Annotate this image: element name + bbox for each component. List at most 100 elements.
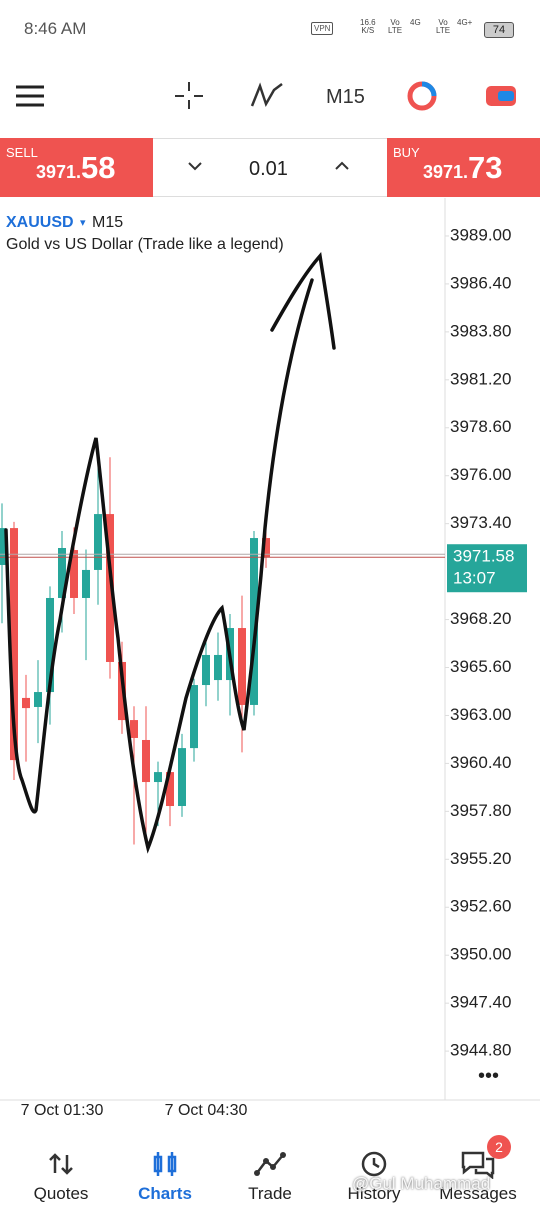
sell-price: 3971.58 bbox=[36, 150, 116, 186]
nav-label: Charts bbox=[138, 1184, 192, 1203]
volume-value[interactable]: 0.01 bbox=[249, 158, 288, 180]
net-speed-value: 16.6 bbox=[360, 18, 376, 27]
y-tick-label: 3976.00 bbox=[450, 465, 511, 484]
y-tick-label: 3989.00 bbox=[450, 225, 511, 244]
y-tick-label: 3947.40 bbox=[450, 993, 511, 1012]
nav-label: Trade bbox=[248, 1184, 292, 1203]
buy-label: BUY bbox=[393, 145, 420, 160]
buy-price-big: 73 bbox=[468, 150, 503, 185]
candle-body bbox=[82, 569, 90, 598]
candle-body bbox=[166, 772, 174, 807]
net-speed: 16.6 K/S bbox=[360, 19, 376, 35]
sell-price-main: 3971. bbox=[36, 162, 82, 182]
y-tick-label: 3968.20 bbox=[450, 609, 511, 628]
menu-button[interactable] bbox=[16, 85, 44, 107]
nav-history[interactable]: History bbox=[320, 1125, 428, 1218]
candle-body bbox=[154, 772, 162, 783]
nav-quotes[interactable]: Quotes bbox=[7, 1125, 115, 1218]
battery: 74 bbox=[484, 22, 514, 38]
candle-body bbox=[202, 654, 210, 686]
y-tick-label: 3986.40 bbox=[450, 273, 511, 292]
candle-body bbox=[238, 628, 246, 705]
x-tick-label: 7 Oct 01:30 bbox=[21, 1102, 104, 1119]
signal-3: Vo LTE bbox=[436, 19, 450, 35]
chart-timeframe: M15 bbox=[92, 214, 123, 231]
candle-body bbox=[130, 720, 138, 738]
volume-control: 0.01 bbox=[153, 138, 387, 197]
nav-label: Quotes bbox=[33, 1184, 89, 1203]
chart-subtitle: Gold vs US Dollar (Trade like a legend) bbox=[6, 236, 284, 253]
y-tick-label: 3957.80 bbox=[450, 801, 511, 820]
x-tick-label: 7 Oct 04:30 bbox=[165, 1102, 248, 1119]
signal-label: Vo bbox=[390, 18, 400, 27]
toolbar-icons bbox=[16, 81, 516, 111]
sell-button[interactable]: SELL 3971.58 bbox=[0, 138, 153, 197]
signal-label: LTE bbox=[436, 26, 451, 35]
symbol[interactable]: XAUUSD bbox=[6, 214, 74, 231]
net-speed-unit: K/S bbox=[361, 26, 375, 35]
hand-drawing-arrow bbox=[270, 252, 336, 350]
vpn-icon: VPN bbox=[311, 22, 334, 35]
candle-body bbox=[58, 548, 66, 598]
volume-up[interactable] bbox=[334, 161, 350, 171]
timeframe-button[interactable]: M15 bbox=[326, 86, 365, 108]
nav-icon bbox=[153, 1152, 177, 1176]
y-tick-label: 3944.80 bbox=[450, 1041, 511, 1060]
signal-label: LTE bbox=[388, 26, 403, 35]
indicators-button[interactable] bbox=[250, 82, 283, 108]
symbol-dropdown[interactable]: ▾ bbox=[80, 217, 86, 229]
buy-price-main: 3971. bbox=[423, 162, 469, 182]
current-price: 3971.58 bbox=[453, 547, 514, 566]
sell-price-big: 58 bbox=[81, 150, 116, 185]
signal-4: 4G+ bbox=[457, 18, 473, 27]
watermark: @Gul Muhammad bbox=[352, 1174, 491, 1193]
chart-type-button[interactable] bbox=[407, 81, 437, 111]
countdown: 13:07 bbox=[453, 569, 496, 588]
y-tick-label: 3950.00 bbox=[450, 945, 511, 964]
crosshair-button[interactable] bbox=[175, 82, 203, 109]
candle-body bbox=[262, 538, 270, 558]
candle-body bbox=[190, 685, 198, 749]
clock: 8:46 AM bbox=[24, 19, 87, 38]
nav-icon bbox=[49, 1153, 73, 1175]
candle-body bbox=[10, 528, 18, 761]
candle-body bbox=[70, 550, 78, 598]
hand-drawing bbox=[4, 278, 314, 854]
candle-body bbox=[94, 514, 102, 570]
buy-button[interactable]: BUY 3971.73 bbox=[387, 138, 540, 197]
candle-body bbox=[34, 692, 42, 707]
candle-body bbox=[22, 697, 30, 709]
y-tick-label: 3960.40 bbox=[450, 753, 511, 772]
y-tick-label: 3981.20 bbox=[450, 369, 511, 388]
signal-2: 4G bbox=[410, 18, 421, 27]
more-button[interactable]: ••• bbox=[478, 1065, 499, 1087]
candle-body bbox=[0, 528, 6, 565]
volume-down[interactable] bbox=[187, 161, 203, 171]
nav-icon bbox=[461, 1151, 495, 1180]
nav-icon bbox=[254, 1152, 286, 1176]
nav-messages[interactable]: Messages bbox=[424, 1125, 532, 1218]
candle-body bbox=[46, 597, 54, 693]
candle-body bbox=[178, 748, 186, 807]
y-tick-label: 3973.40 bbox=[450, 513, 511, 532]
y-tick-label: 3963.00 bbox=[450, 705, 511, 724]
candle-body bbox=[250, 538, 258, 705]
candle-body bbox=[106, 514, 114, 662]
message-badge: 2 bbox=[487, 1135, 511, 1159]
y-tick-label: 3952.60 bbox=[450, 897, 511, 916]
y-tick-label: 3983.80 bbox=[450, 321, 511, 340]
chart: XAUUSD ▾ M15 Gold vs US Dollar (Trade li… bbox=[0, 198, 540, 1119]
sell-label: SELL bbox=[6, 145, 38, 160]
y-tick-label: 3955.20 bbox=[450, 849, 511, 868]
signal-1: Vo LTE bbox=[388, 19, 402, 35]
y-tick-label: 3965.60 bbox=[450, 657, 511, 676]
trade-button[interactable] bbox=[486, 86, 516, 106]
candle-body bbox=[214, 654, 222, 681]
y-tick-label: 3978.60 bbox=[450, 417, 511, 436]
nav-charts[interactable]: Charts bbox=[111, 1125, 219, 1218]
nav-label: History bbox=[347, 1184, 401, 1203]
nav-trade[interactable]: Trade bbox=[216, 1125, 324, 1218]
candle-body bbox=[142, 739, 150, 783]
nav-label: Messages bbox=[439, 1184, 517, 1203]
